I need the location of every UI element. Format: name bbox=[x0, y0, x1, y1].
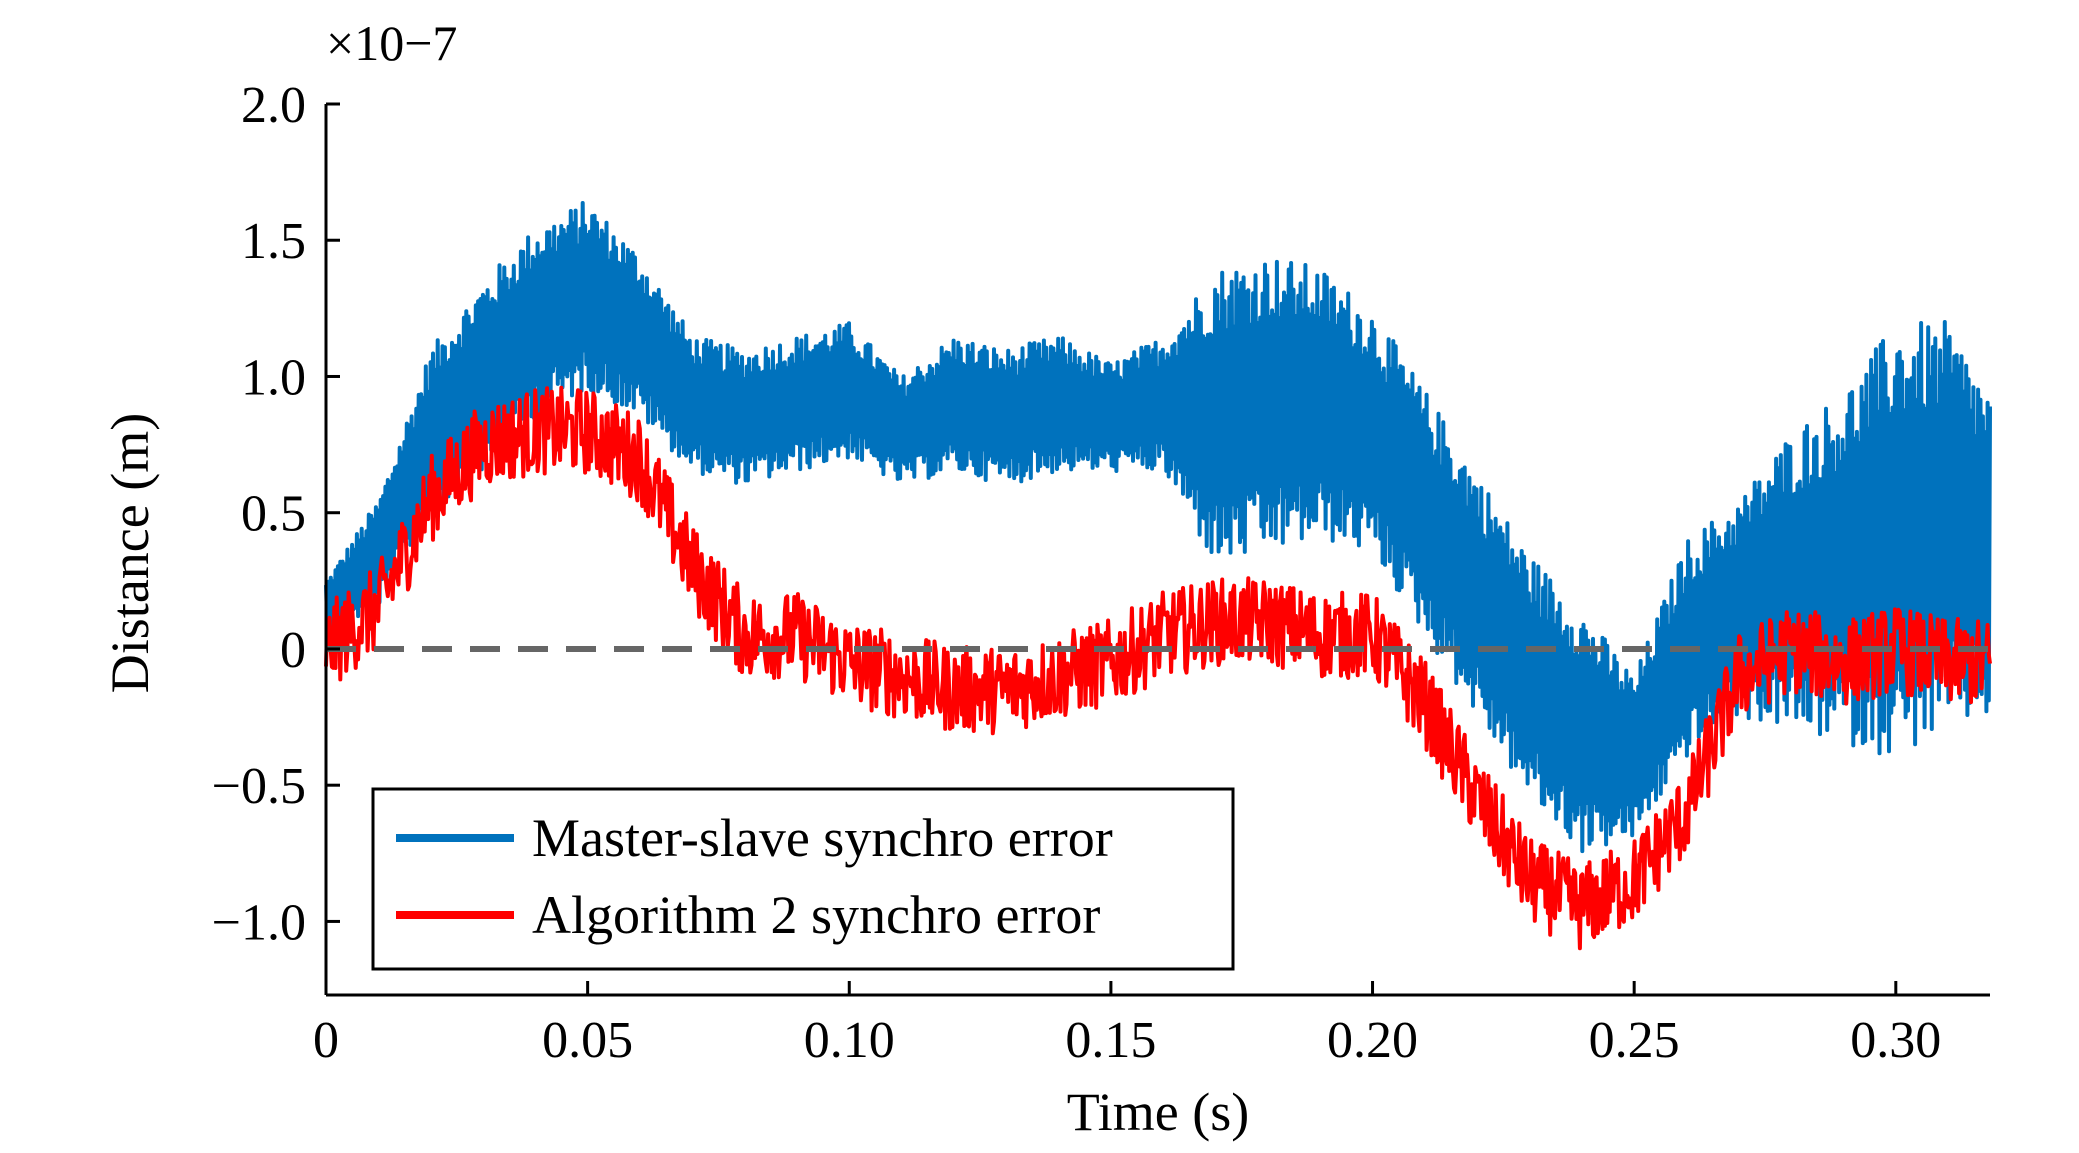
y-multiplier-label: ×10−7 bbox=[326, 15, 457, 71]
x-tick-label: 0 bbox=[313, 1012, 339, 1069]
y-tick-label: 2.0 bbox=[241, 77, 306, 134]
legend-box bbox=[371, 787, 1235, 971]
x-tick-label: 0.10 bbox=[804, 1012, 895, 1069]
y-tick-label: 1.5 bbox=[241, 213, 306, 270]
x-tick-label: 0.20 bbox=[1327, 1012, 1418, 1069]
x-tick-label: 0.25 bbox=[1589, 1012, 1680, 1069]
series-line-algorithm-2 bbox=[324, 385, 1992, 951]
series-line-master-slave bbox=[324, 201, 1992, 854]
axes bbox=[324, 104, 1990, 997]
series-group bbox=[324, 201, 1992, 951]
y-tick-label: 1.0 bbox=[241, 349, 306, 406]
x-tick-label: 0.30 bbox=[1850, 1012, 1941, 1069]
x-axis-label: Time (s) bbox=[1067, 1082, 1250, 1142]
y-ticks: −1.0 −0.5 0 0.5 1.0 1.5 2.0 bbox=[212, 77, 340, 951]
legend-label-master-slave: Master-slave synchro error bbox=[532, 808, 1113, 868]
x-tick-label: 0.05 bbox=[542, 1012, 633, 1069]
x-ticks: 0 0.05 0.10 0.15 0.20 0.25 0.30 bbox=[313, 981, 1941, 1069]
legend-label-algorithm-2: Algorithm 2 synchro error bbox=[532, 885, 1100, 945]
y-tick-label: −0.5 bbox=[212, 758, 306, 815]
y-tick-label: −1.0 bbox=[212, 894, 306, 951]
y-axis-label: Distance (m) bbox=[100, 413, 160, 693]
legend: Master-slave synchro error Algorithm 2 s… bbox=[371, 787, 1235, 971]
y-tick-label: 0 bbox=[280, 622, 306, 679]
y-tick-label: 0.5 bbox=[241, 486, 306, 543]
x-tick-label: 0.15 bbox=[1065, 1012, 1156, 1069]
